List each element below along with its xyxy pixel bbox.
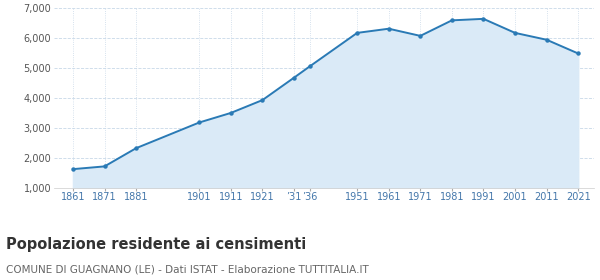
Text: COMUNE DI GUAGNANO (LE) - Dati ISTAT - Elaborazione TUTTITALIA.IT: COMUNE DI GUAGNANO (LE) - Dati ISTAT - E… [6,265,369,275]
Text: Popolazione residente ai censimenti: Popolazione residente ai censimenti [6,237,306,252]
